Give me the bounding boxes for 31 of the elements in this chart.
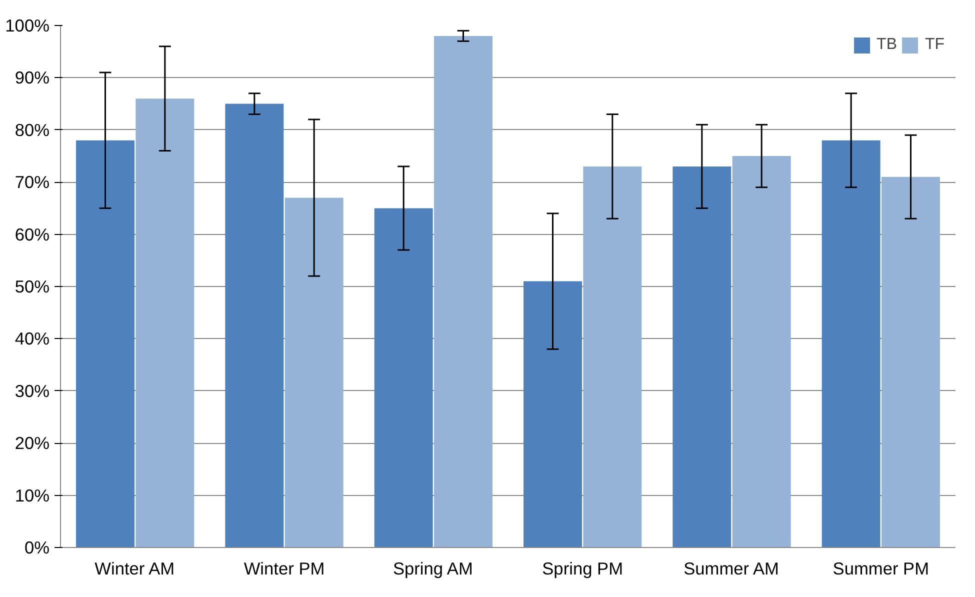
bar: [524, 281, 582, 548]
x-tick-label: Winter PM: [244, 558, 325, 578]
x-tick-label: Spring PM: [542, 558, 624, 578]
bar: [76, 140, 134, 548]
y-tick-label: 20%: [14, 433, 50, 454]
bar: [732, 156, 791, 548]
y-tick-label: 30%: [14, 380, 50, 401]
bar: [434, 36, 492, 548]
bar: [583, 166, 642, 548]
bar: [672, 166, 732, 548]
y-tick-label: 70%: [14, 172, 50, 192]
bar: [225, 104, 284, 548]
bar: [136, 98, 194, 548]
y-tick-label: 90%: [14, 68, 50, 88]
y-tick-label: 40%: [14, 328, 50, 349]
y-tick-label: 80%: [14, 120, 50, 140]
bar: [882, 176, 940, 548]
legend-label: TF: [925, 36, 945, 54]
y-tick-label: 0%: [24, 538, 50, 558]
legend-label: TB: [876, 36, 897, 54]
x-tick-label: Summer PM: [832, 558, 930, 578]
bar: [374, 208, 433, 548]
bar: [822, 140, 880, 548]
y-tick-label: 10%: [14, 485, 50, 506]
x-tick-label: Summer AM: [684, 558, 779, 578]
x-tick-label: Spring AM: [392, 558, 473, 578]
y-tick-label: 60%: [14, 224, 50, 244]
x-tick-label: Winter AM: [94, 558, 175, 578]
y-tick-label: 100%: [5, 16, 50, 36]
y-tick-label: 50%: [14, 276, 50, 296]
bar: [284, 198, 344, 548]
